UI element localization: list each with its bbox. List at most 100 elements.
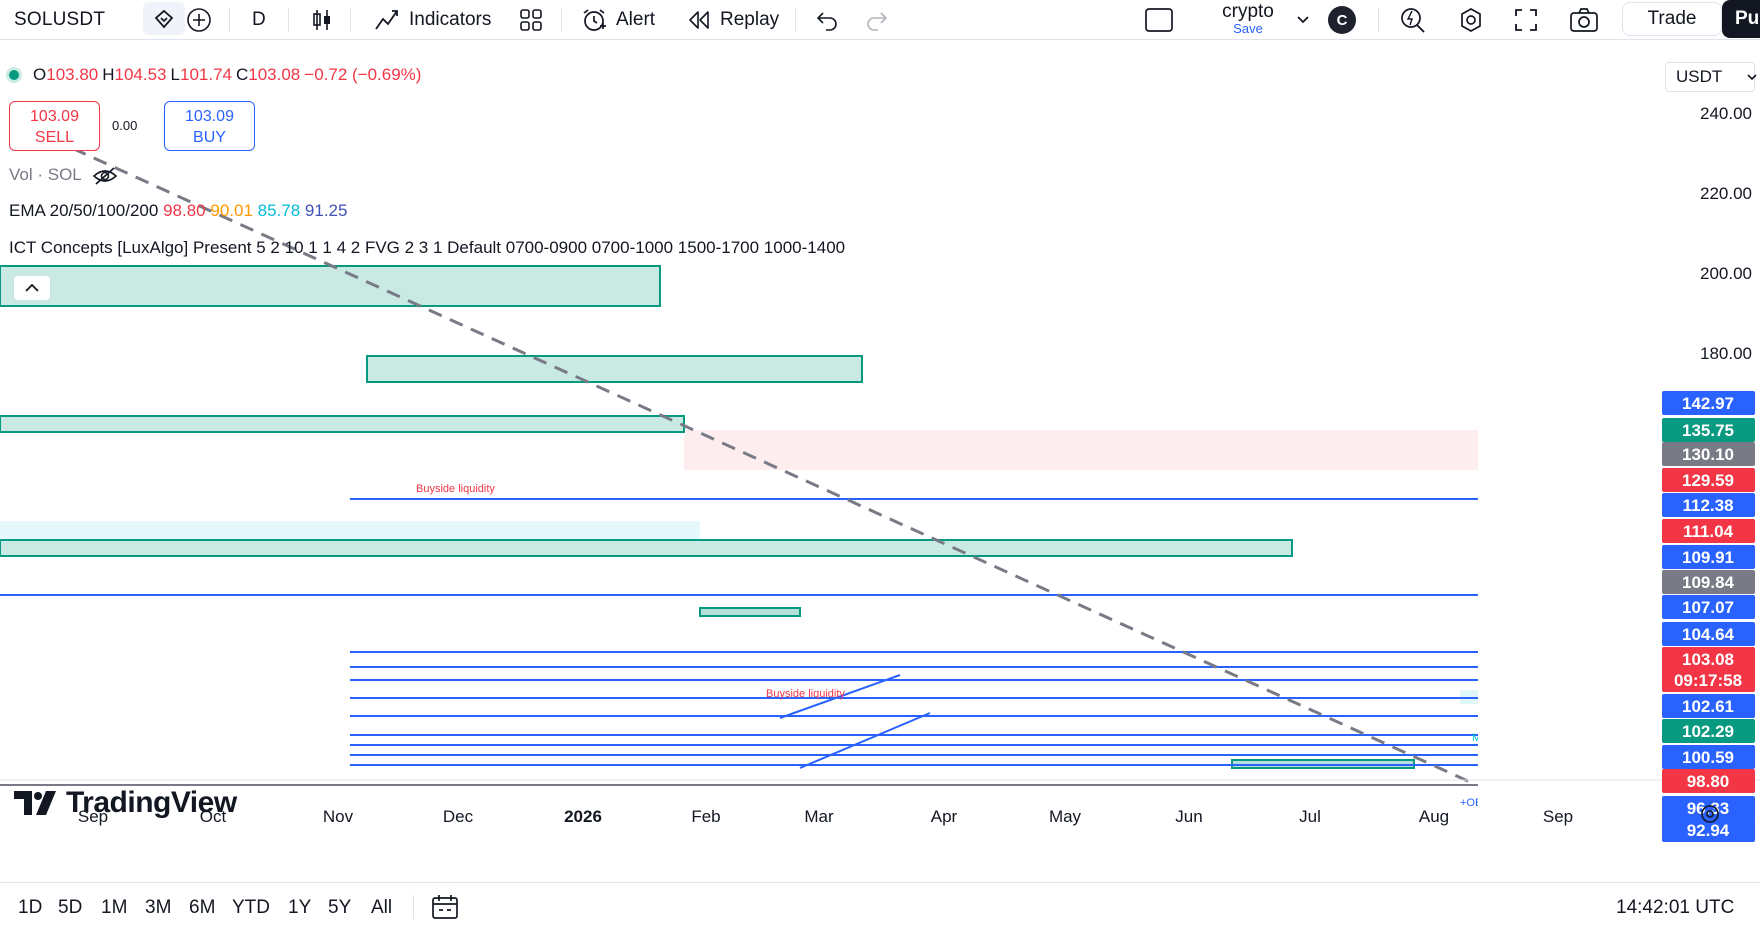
price-tick-label: 240.00 (1700, 104, 1752, 123)
collapse-legend-button[interactable] (14, 276, 50, 300)
time-tick-label: Sep (78, 807, 108, 826)
chart-type-button[interactable] (309, 0, 335, 40)
compare-button[interactable] (186, 0, 212, 40)
ict-label: ICT Concepts [LuxAlgo] Present 5 2 10 1 … (9, 238, 846, 257)
quick-search-button[interactable] (1398, 0, 1428, 40)
buy-price: 103.09 (185, 108, 234, 125)
interval-button[interactable]: D (252, 0, 266, 40)
range-5y[interactable]: 5Y (328, 897, 352, 918)
ema-legend[interactable]: EMA 20/50/100/200 98.80 90.01 85.78 91.2… (9, 201, 347, 221)
ict-zone (0, 539, 1293, 557)
price-badge (1662, 622, 1755, 646)
bottom-toolbar: 1D 5D 1M 3M 6M YTD 1Y 5Y All 14:42:01 UT… (0, 882, 1760, 930)
chevron-down-icon (1296, 15, 1310, 25)
time-tick-label: Feb (691, 807, 720, 826)
tradingview-wordmark: TradingView (66, 786, 237, 819)
price-tick-label: 220.00 (1700, 184, 1752, 203)
price-badge (1662, 668, 1755, 692)
snapshot-button[interactable] (1569, 0, 1599, 40)
goto-date-button[interactable] (430, 893, 460, 921)
publish-button[interactable]: Pu (1722, 0, 1760, 38)
layout-dropdown-button[interactable] (1296, 0, 1310, 40)
price-badge (1662, 519, 1755, 543)
range-all[interactable]: All (371, 897, 393, 918)
tradingview-logo[interactable]: TradingView (14, 786, 237, 820)
currency-select[interactable]: USDT (1665, 62, 1757, 92)
sell-label: SELL (34, 129, 75, 146)
range-5d[interactable]: 5D (58, 897, 83, 918)
ema-label: EMA 20/50/100/200 (9, 201, 159, 220)
low-label: L (170, 65, 180, 84)
search-bolt-icon (1398, 5, 1428, 35)
ema20-value: 98.80 (163, 201, 206, 220)
ict-zone (699, 607, 801, 617)
price-badge-label: 92.94 (1687, 821, 1730, 840)
layout-save-status: Save (1233, 21, 1263, 36)
time-tick-label: May (1049, 807, 1082, 826)
range-6m[interactable]: 6M (189, 897, 216, 918)
time-tick-label: Jul (1299, 807, 1321, 826)
low-value: 101.74 (179, 65, 232, 84)
trade-button[interactable]: Trade (1622, 2, 1722, 36)
buy-button[interactable]: 103.09 BUY (164, 101, 255, 151)
range-3m[interactable]: 3M (145, 897, 172, 918)
price-badge (1662, 595, 1755, 619)
ict-annotation: +OB (1460, 797, 1482, 809)
price-badge (1662, 796, 1755, 820)
price-tick-label: 200.00 (1700, 264, 1752, 283)
volume-legend[interactable]: Vol · SOL (9, 165, 118, 186)
market-status-dot (9, 70, 19, 80)
bottom-divider (413, 895, 414, 919)
fullscreen-button[interactable] (1513, 0, 1539, 40)
eye-off-icon[interactable] (92, 166, 118, 186)
range-ytd[interactable]: YTD (232, 897, 270, 918)
layout-toggle-button[interactable] (1144, 0, 1174, 40)
price-badge-label: 100.59 (1682, 748, 1734, 767)
trend-line (9, 118, 1471, 784)
layout-name-button[interactable]: crypto Save (1203, 1, 1293, 39)
time-tick-label: Apr (931, 807, 958, 826)
sell-button[interactable]: 103.09 SELL (9, 101, 100, 151)
toolbar-divider (229, 8, 230, 32)
toolbar-divider (1378, 8, 1379, 32)
price-badge-label: 135.75 (1682, 421, 1734, 440)
price-badges: 142.97 135.75 130.10 129.59 112.38 111.04 109.… (1662, 391, 1755, 842)
symbol-favorite-button[interactable] (143, 2, 185, 35)
price-badge (1662, 647, 1755, 671)
ict-legend[interactable]: ICT Concepts [LuxAlgo] Present 5 2 10 1 … (9, 238, 845, 258)
price-badge-label: 98.80 (1687, 772, 1730, 791)
price-badge (1662, 719, 1755, 743)
avatar[interactable]: C (1328, 6, 1356, 34)
currency-value: USDT (1676, 67, 1723, 86)
utc-clock[interactable]: 14:42:01 UTC (1616, 897, 1735, 918)
ema200-value: 91.25 (304, 201, 348, 220)
settings-button[interactable] (1457, 0, 1485, 40)
layout-name: crypto (1222, 1, 1274, 22)
symbol-search[interactable]: SOLUSDT (0, 2, 200, 38)
plus-circle-icon (186, 7, 212, 33)
price-badge-label: 109.91 (1682, 548, 1734, 567)
price-badge-label: 111.04 (1683, 522, 1734, 541)
undo-button[interactable] (814, 0, 840, 40)
price-badge (1662, 694, 1755, 718)
symbol-name[interactable]: SOLUSDT (14, 9, 106, 30)
replay-button[interactable]: Replay (686, 0, 779, 40)
time-tick-label: Nov (323, 807, 354, 826)
range-1y[interactable]: 1Y (288, 897, 312, 918)
range-1d[interactable]: 1D (18, 897, 43, 918)
price-badge (1662, 745, 1755, 769)
volume-label: Vol · SOL (9, 165, 82, 184)
open-value: 103.80 (46, 65, 99, 84)
indicators-button[interactable]: Indicators (373, 0, 491, 40)
alert-button[interactable]: Alert (580, 0, 655, 40)
range-1m[interactable]: 1M (101, 897, 128, 918)
time-tick-label: Dec (443, 807, 474, 826)
price-badge (1662, 442, 1755, 466)
channel-line (799, 712, 931, 769)
price-badge (1662, 545, 1755, 569)
axis-settings-icon[interactable] (1701, 805, 1719, 823)
price-chart[interactable]: 1 (237.33)0.786 (199.99)0.618 (170.67)0.… (0, 42, 1760, 882)
redo-button[interactable] (864, 0, 890, 40)
gear-icon (1457, 6, 1485, 34)
templates-button[interactable] (519, 0, 543, 40)
